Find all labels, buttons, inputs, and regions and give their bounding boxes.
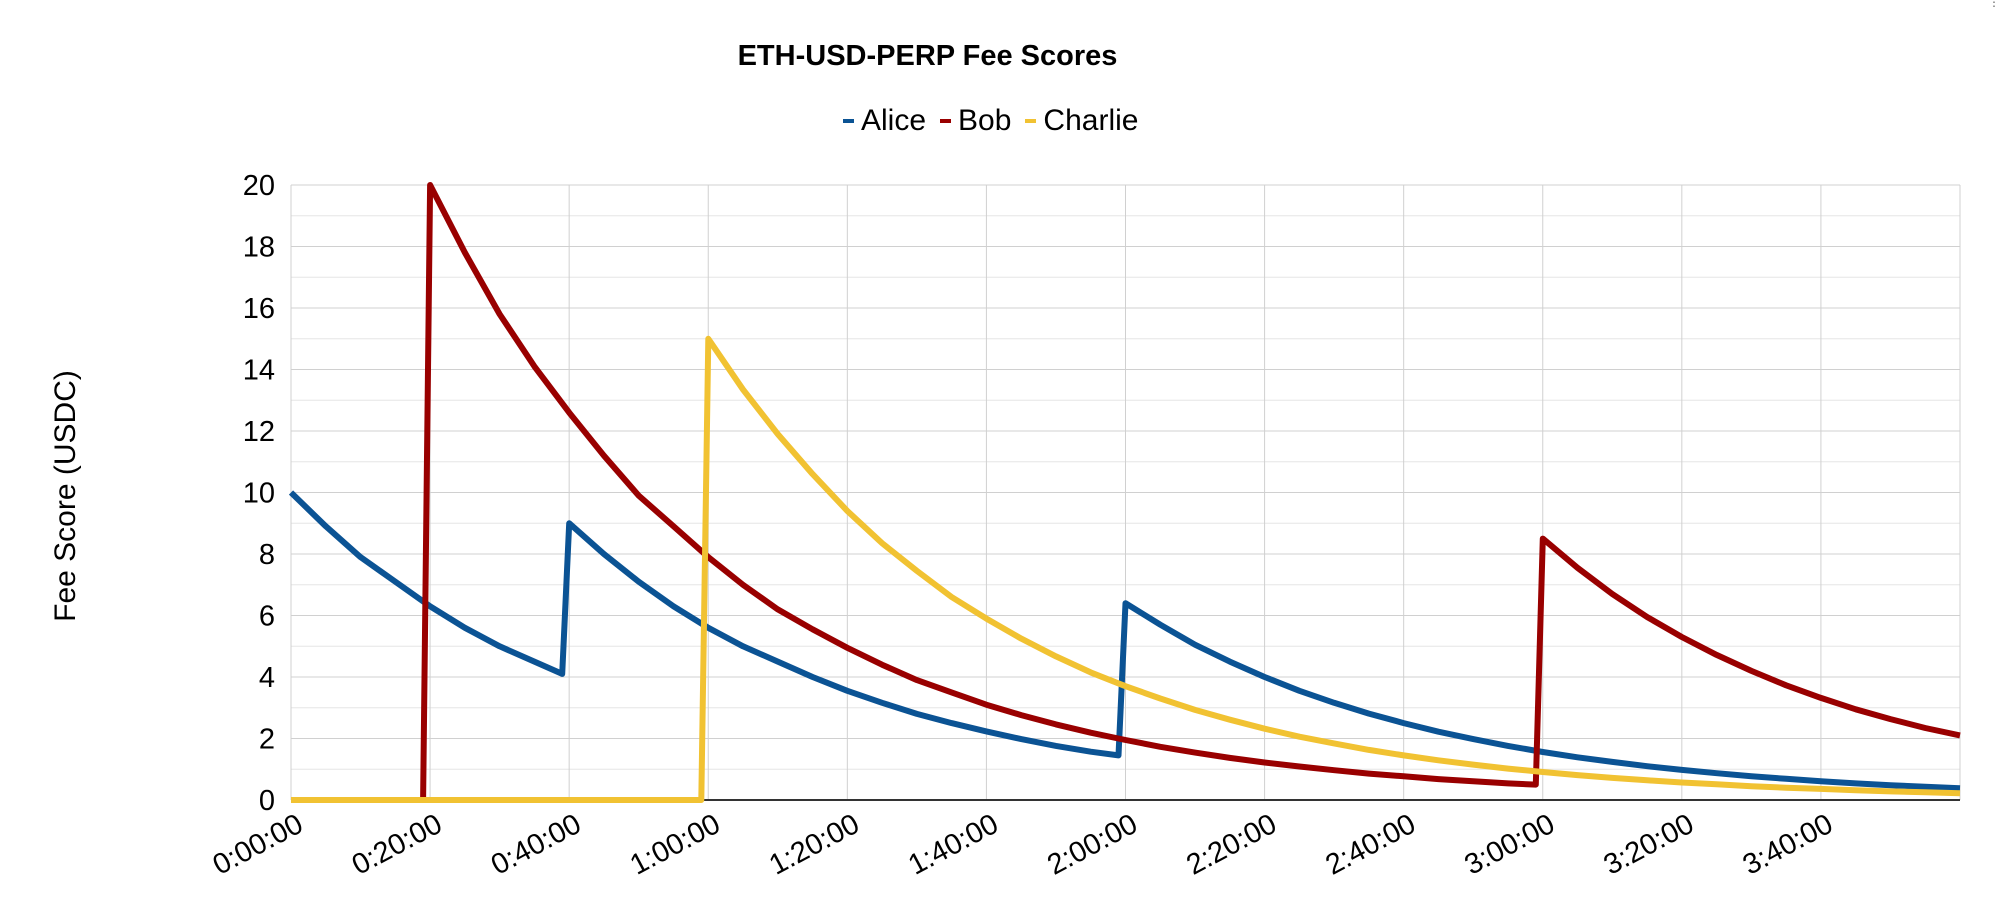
y-tick-label: 6 xyxy=(259,601,275,633)
chart-title: ETH-USD-PERP Fee Scores xyxy=(737,40,1118,72)
more-options-icon[interactable]: ⋮ xyxy=(1988,0,2000,9)
legend-label-alice: Alice xyxy=(861,104,927,137)
legend-swatch-alice xyxy=(843,119,854,123)
y-tick-label: 18 xyxy=(243,232,275,264)
x-tick-label: 2:20:00 xyxy=(1181,808,1281,882)
legend-swatch-bob xyxy=(940,119,952,123)
y-tick-label: 8 xyxy=(259,539,275,571)
x-tick-label: 1:40:00 xyxy=(903,808,1003,882)
y-tick-label: 14 xyxy=(243,355,275,387)
x-tick-label: 0:20:00 xyxy=(347,808,447,882)
legend-label-bob: Bob xyxy=(958,104,1012,137)
x-tick-label: 0:00:00 xyxy=(208,808,308,882)
legend-swatch-charlie xyxy=(1025,119,1037,123)
x-tick-label: 0:40:00 xyxy=(486,808,586,882)
series-line-charlie xyxy=(291,335,1961,803)
legend-item-bob: Bob xyxy=(940,104,1011,138)
series-line-bob xyxy=(291,182,1961,803)
y-tick-label: 12 xyxy=(243,416,275,448)
x-tick-label: 1:20:00 xyxy=(764,808,864,882)
legend: Alice Bob Charlie xyxy=(843,101,1152,141)
grid-lines xyxy=(290,184,1961,801)
y-tick-label: 16 xyxy=(243,293,275,325)
x-tick-label: 2:40:00 xyxy=(1320,808,1420,882)
legend-item-alice: Alice xyxy=(843,104,926,138)
legend-label-charlie: Charlie xyxy=(1043,104,1139,137)
x-tick-label: 3:40:00 xyxy=(1738,808,1838,882)
y-tick-label: 20 xyxy=(243,170,275,202)
x-tick-label: 3:20:00 xyxy=(1599,808,1699,882)
series-lines xyxy=(288,182,1961,803)
y-tick-label: 10 xyxy=(243,478,275,510)
x-tick-label: 1:00:00 xyxy=(625,808,725,882)
y-tick-label: 0 xyxy=(259,785,275,817)
x-tick-label: 3:00:00 xyxy=(1460,808,1560,882)
legend-item-charlie: Charlie xyxy=(1025,104,1138,138)
y-tick-label: 2 xyxy=(259,724,275,756)
series-line-alice xyxy=(288,490,1961,792)
y-tick-label: 4 xyxy=(259,662,275,694)
x-tick-label: 2:00:00 xyxy=(1042,808,1142,882)
